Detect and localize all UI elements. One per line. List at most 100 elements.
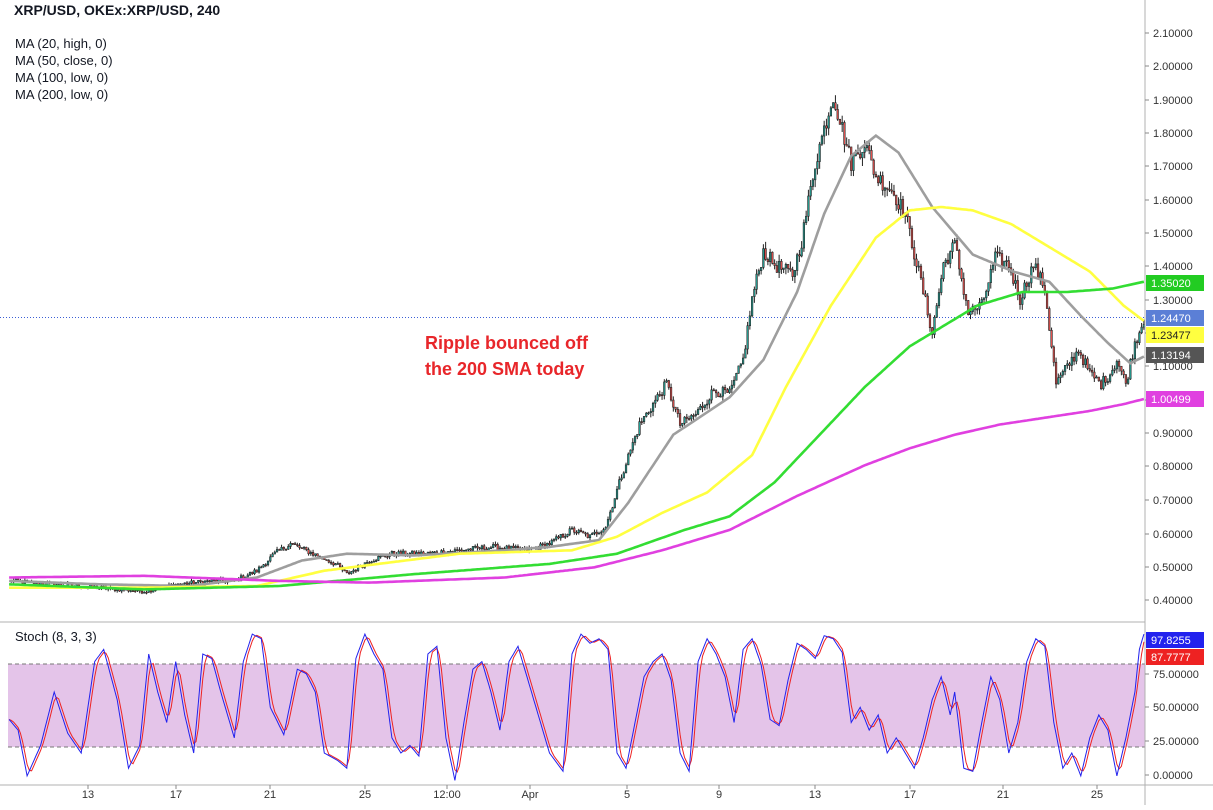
candle-body [926, 295, 929, 316]
candle-body [890, 189, 893, 192]
candle-body [300, 547, 303, 549]
candle-body [377, 556, 380, 561]
candle-body [694, 413, 697, 416]
candle-body [1054, 361, 1058, 385]
candle-body [676, 408, 679, 414]
candle-body [667, 380, 670, 388]
legend-ma100[interactable]: MA (100, low, 0) [15, 70, 109, 85]
candle-body [944, 259, 947, 263]
candle-body [672, 399, 675, 408]
candle-body [273, 551, 276, 555]
candle-body [260, 566, 263, 569]
candle-body [989, 269, 992, 284]
candle-body [314, 553, 317, 556]
candle-body [861, 151, 864, 159]
candle-body [134, 590, 137, 593]
candle-body [787, 264, 790, 269]
stoch-tag-0-bg [1146, 632, 1204, 648]
candle-body [577, 529, 580, 534]
candle-body [775, 265, 778, 273]
candle-body [895, 194, 898, 206]
candle-body [868, 145, 871, 151]
candle-body [1113, 368, 1116, 371]
candle-body [791, 269, 794, 277]
candle-body [1045, 292, 1049, 309]
candle-body [789, 268, 792, 271]
candle-body [1007, 260, 1010, 269]
candle-body [814, 168, 817, 181]
candle-body [915, 258, 918, 267]
candle-body [940, 278, 943, 293]
candle-body [690, 415, 693, 420]
candle-body [1109, 374, 1112, 382]
stoch-legend[interactable]: Stoch (8, 3, 3) [15, 629, 97, 644]
price-tick-label: 1.40000 [1153, 261, 1193, 273]
candle-body [370, 561, 373, 564]
candle-body [710, 389, 713, 401]
candle-body [548, 542, 551, 546]
stoch-k-line [8, 632, 1145, 781]
candle-body [836, 109, 839, 120]
candle-body [1095, 376, 1098, 379]
candle-body [131, 590, 135, 592]
candle-body [368, 562, 371, 564]
candle-body [325, 559, 328, 561]
candle-body [1052, 346, 1055, 363]
candle-body [656, 394, 659, 401]
candle-body [575, 531, 578, 534]
candle-body [354, 569, 357, 572]
legend-ma200[interactable]: MA (200, low, 0) [15, 87, 109, 102]
price-tag-0: 1.35020 [1146, 275, 1204, 291]
candle-body [856, 152, 860, 155]
legend-ma50[interactable]: MA (50, close, 0) [15, 53, 113, 68]
candle-body [253, 569, 256, 575]
candle-body [771, 251, 774, 264]
candle-body [730, 384, 733, 390]
candle-body [764, 248, 767, 260]
candle-body [640, 421, 643, 423]
candle-body [1133, 341, 1136, 360]
candle-body [951, 242, 954, 252]
candle-body [595, 531, 598, 535]
candle-body [847, 145, 851, 148]
time-tick-label: 17 [170, 789, 182, 801]
ma200-line [9, 397, 1145, 584]
stoch-tick-label: 75.00000 [1153, 669, 1199, 681]
price-tick-label: 2.00000 [1153, 61, 1193, 73]
candle-body [820, 135, 823, 145]
annotation-text: Ripple bounced off the 200 SMA today [425, 333, 588, 379]
candle-body [928, 314, 932, 328]
candle-body [1097, 376, 1100, 382]
legend-ma20[interactable]: MA (20, high, 0) [15, 36, 107, 51]
candle-body [1016, 280, 1019, 296]
candle-body [1075, 351, 1078, 362]
candle-body [208, 580, 211, 582]
candle-body [960, 268, 963, 279]
candle-body [692, 415, 695, 417]
candle-body [683, 416, 686, 424]
candle-body [982, 297, 986, 300]
candle-body [366, 562, 369, 564]
candle-body [433, 551, 436, 554]
candle-body [913, 247, 916, 260]
stoch-tag-0-text: 97.8255 [1151, 635, 1191, 647]
candle-body [1081, 354, 1085, 365]
candle-body [922, 277, 925, 295]
candle-body [751, 296, 754, 317]
candle-body [1077, 351, 1080, 354]
candle-body [597, 532, 601, 535]
candle-body [246, 574, 249, 578]
candle-body [476, 545, 479, 549]
candle-body [298, 545, 301, 548]
candle-body [899, 199, 902, 210]
candle-body [699, 405, 702, 410]
candle-body [807, 195, 810, 217]
candle-body [933, 316, 936, 335]
candle-body [825, 125, 828, 129]
candle-body [827, 115, 830, 129]
price-tag-1: 1.24470 [1146, 310, 1204, 326]
candle-body [584, 532, 587, 535]
candle-body [645, 412, 648, 417]
candle-body [591, 532, 594, 535]
candle-body [892, 190, 896, 196]
